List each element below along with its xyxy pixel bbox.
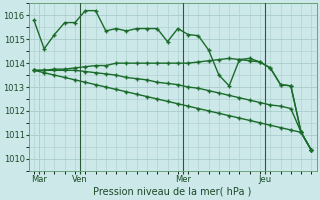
X-axis label: Pression niveau de la mer( hPa ): Pression niveau de la mer( hPa ) — [93, 187, 252, 197]
